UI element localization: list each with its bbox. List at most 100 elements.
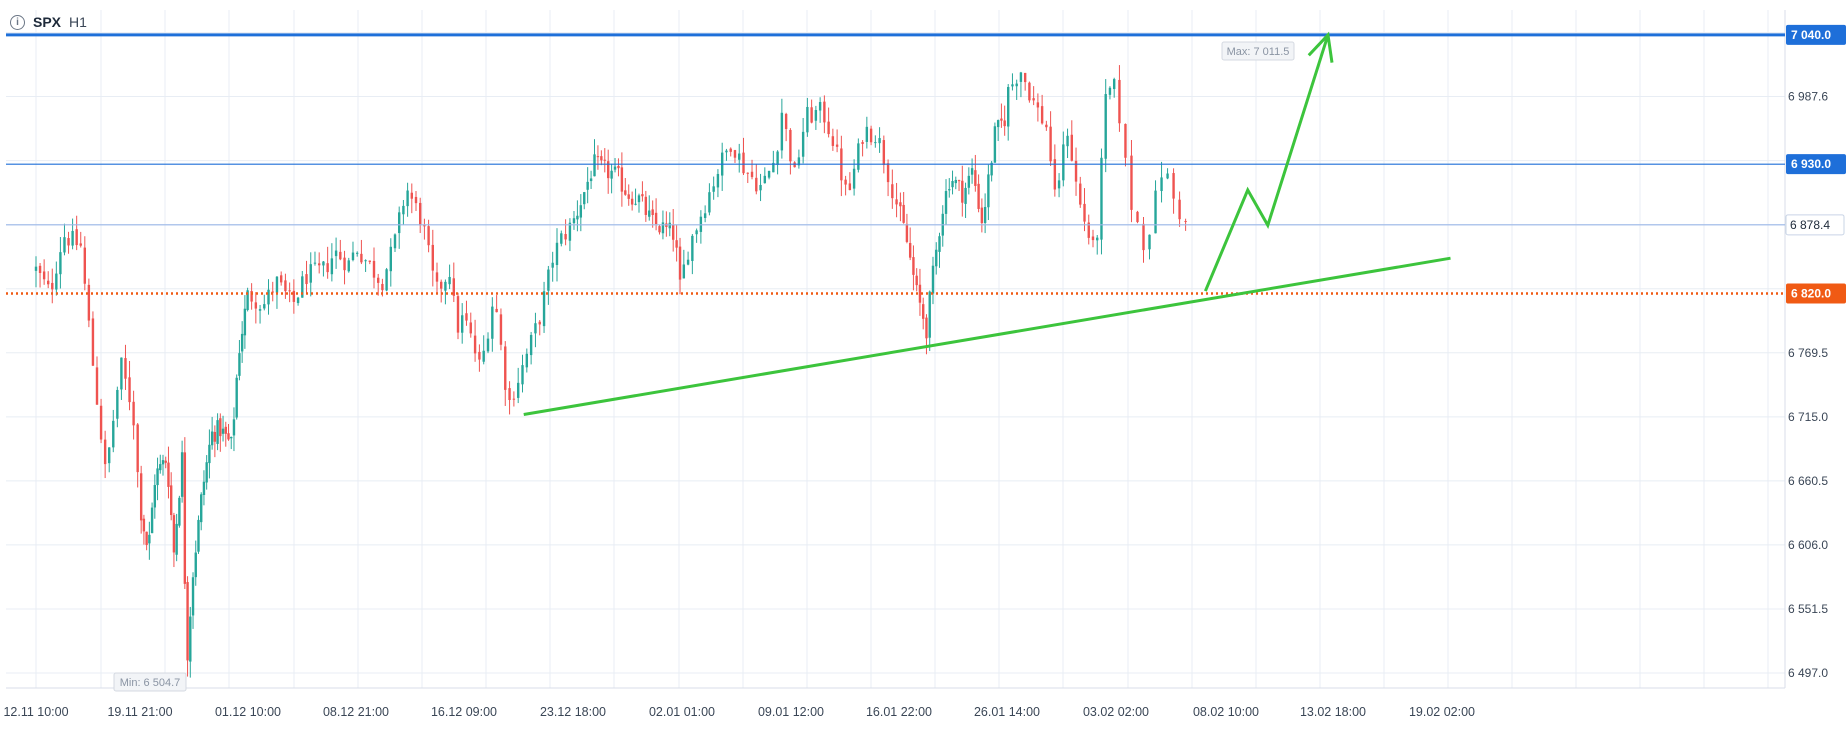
candle-body	[186, 582, 189, 661]
candle-body	[970, 168, 974, 175]
candle-body	[156, 468, 159, 486]
candle-body	[1032, 98, 1035, 101]
candle-body	[1130, 155, 1133, 210]
candle-body	[343, 257, 346, 271]
candle-body	[504, 346, 507, 390]
candle-body	[516, 382, 520, 398]
candle-body	[1045, 124, 1048, 128]
candle-body	[983, 206, 987, 223]
candle-body	[1011, 84, 1014, 87]
candle-body	[1000, 118, 1003, 121]
candle-body	[1049, 126, 1052, 162]
timeframe-label[interactable]: H1	[69, 14, 87, 30]
candle-body	[823, 101, 826, 123]
candle-body	[918, 284, 922, 303]
candle-body	[267, 289, 270, 305]
candle-body	[410, 192, 413, 199]
candle-body	[617, 165, 620, 169]
candle-body	[271, 291, 274, 293]
candle-body	[508, 388, 511, 401]
candle-body	[167, 462, 170, 487]
y-tick-label: 6 715.0	[1788, 410, 1828, 424]
x-tick-label: 02.01 01:00	[649, 705, 715, 719]
candle-body	[440, 281, 443, 289]
candle-body	[317, 263, 321, 266]
candle-body	[925, 317, 928, 339]
candle-body	[79, 243, 82, 246]
max-label-box	[1221, 41, 1295, 61]
candle-body	[810, 107, 813, 123]
candle-body	[452, 278, 455, 296]
candle-body	[258, 309, 262, 311]
candle-body	[551, 262, 554, 268]
candle-body	[210, 431, 214, 446]
candle-body	[63, 237, 66, 253]
info-icon[interactable]: i	[10, 14, 25, 30]
candle-body	[644, 196, 648, 215]
candle-body	[534, 323, 537, 334]
candle-body	[716, 173, 720, 188]
x-tick-label: 13.02 18:00	[1300, 705, 1366, 719]
y-tick-label: 6 769.5	[1788, 346, 1828, 360]
candle-body	[164, 460, 167, 463]
candle-body	[572, 218, 576, 224]
candle-body	[738, 153, 741, 160]
price-tag-6820.0[interactable]	[1786, 283, 1846, 304]
candle-body	[351, 252, 355, 261]
candle-body	[1066, 135, 1069, 147]
candle-body	[136, 424, 139, 473]
chart-header: i SPX H1	[10, 14, 87, 30]
candle-body	[746, 172, 749, 174]
forecast-arrowhead	[1307, 31, 1334, 63]
candle-body	[128, 377, 131, 403]
candle-body	[733, 150, 737, 158]
candle-body	[1184, 221, 1187, 223]
candle-body	[71, 230, 74, 246]
candle-body	[624, 190, 627, 195]
candle-body	[473, 335, 477, 354]
candle-body	[197, 519, 200, 552]
candle-body	[797, 157, 801, 166]
candle-body	[377, 277, 380, 283]
candle-body	[254, 302, 258, 309]
candle-body	[87, 284, 91, 321]
candle-body	[216, 420, 219, 444]
candle-body	[1124, 123, 1127, 158]
candle-body	[512, 398, 516, 400]
candle-body	[169, 485, 173, 516]
y-tick-label: 6 660.5	[1788, 474, 1828, 488]
candle-body	[385, 269, 388, 291]
candle-body	[935, 249, 938, 267]
price-tag-current[interactable]	[1785, 214, 1845, 236]
candle-body	[579, 205, 583, 218]
candle-body	[423, 225, 426, 227]
candle-body	[175, 523, 178, 555]
candle-body	[1083, 203, 1086, 222]
support-trendline[interactable]	[523, 256, 1451, 416]
candle-body	[1070, 134, 1073, 161]
candle-body	[431, 244, 434, 271]
candle-body	[895, 199, 898, 205]
candle-body	[339, 251, 342, 260]
price-tag-6930.0[interactable]	[1786, 154, 1846, 175]
forecast-arrow-path[interactable]	[1203, 34, 1330, 292]
candle-body	[1172, 173, 1175, 199]
candle-body	[538, 321, 541, 325]
candle-body	[882, 140, 886, 166]
candle-body	[691, 235, 694, 261]
candle-body	[189, 616, 192, 662]
candle-body	[818, 102, 822, 111]
x-tick-label: 08.02 10:00	[1193, 705, 1259, 719]
candle-body	[402, 205, 405, 215]
price-tag-label: 6 820.0	[1791, 286, 1831, 300]
candle-body	[219, 418, 222, 437]
price-tag-7040.0[interactable]	[1786, 24, 1846, 45]
candle-body	[905, 223, 909, 242]
candle-body	[1154, 190, 1157, 234]
candle-body	[967, 175, 971, 188]
symbol-label[interactable]: SPX	[33, 14, 62, 30]
candle-body	[42, 271, 46, 280]
candle-body	[703, 213, 707, 219]
